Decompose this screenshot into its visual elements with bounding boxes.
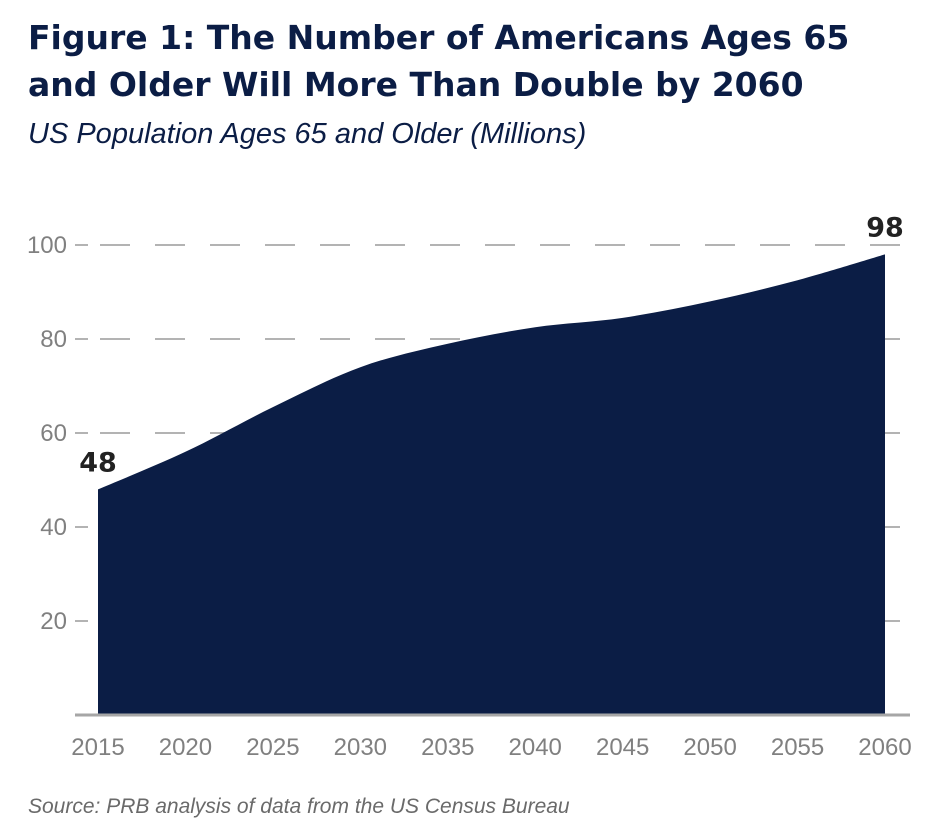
source-note: Source: PRB analysis of data from the US…	[28, 795, 570, 818]
y-tick-label: 100	[27, 232, 67, 259]
x-tick-label: 2030	[334, 734, 387, 761]
x-tick-label: 2045	[596, 734, 649, 761]
labels: 48 98	[79, 212, 904, 478]
y-tick-label: 80	[40, 326, 67, 353]
x-tick-label: 2035	[421, 734, 474, 761]
x-tick-label: 2025	[246, 734, 299, 761]
x-tick-label: 2015	[71, 734, 124, 761]
y-tick-label: 20	[40, 608, 67, 635]
x-tick-label: 2060	[858, 734, 911, 761]
chart-subtitle: US Population Ages 65 and Older (Million…	[28, 118, 587, 150]
y-tick-label: 40	[40, 514, 67, 541]
area-series	[98, 254, 885, 715]
plot-area	[97, 254, 886, 715]
x-tick-label: 2050	[683, 734, 736, 761]
data-label-48: 48	[79, 447, 117, 478]
x-tick-label: 2055	[771, 734, 824, 761]
data-label-98: 98	[866, 212, 904, 243]
x-tick-label: 2040	[509, 734, 562, 761]
chart-title: Figure 1: The Number of Americans Ages 6…	[28, 18, 850, 104]
y-tick-label: 60	[40, 420, 67, 447]
x-tick-label: 2020	[159, 734, 212, 761]
